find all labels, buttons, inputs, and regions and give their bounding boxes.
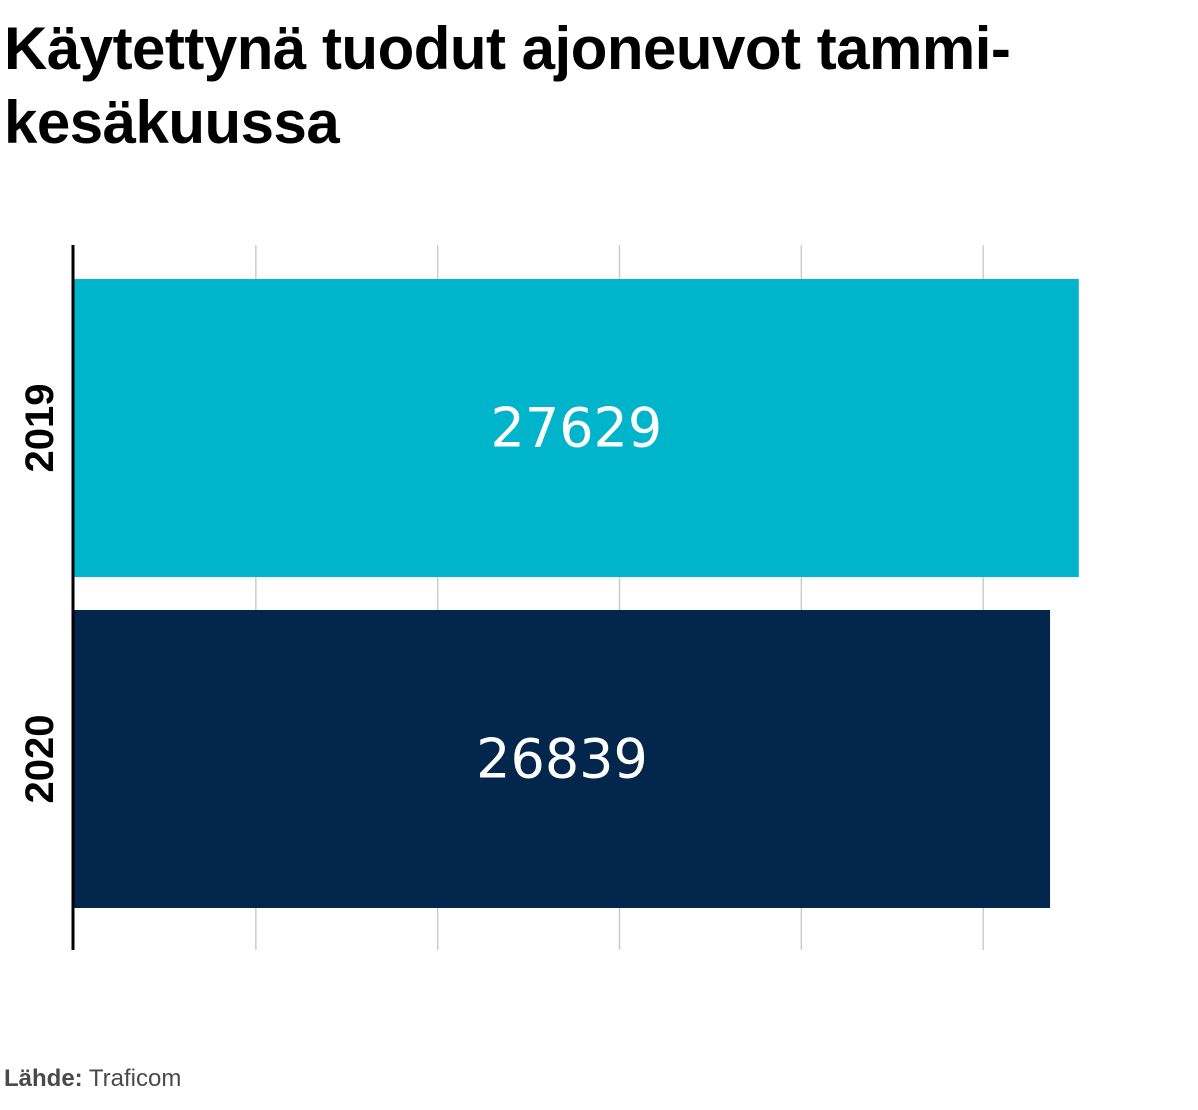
data-label-2020: 26839: [476, 728, 648, 791]
data-label-2019: 27629: [490, 397, 662, 460]
bar-2019: [74, 279, 1079, 577]
bars: [74, 279, 1079, 908]
data-labels: 27629 26839: [476, 397, 662, 791]
chart-title: Käytettynä tuodut ajoneuvot tammi-kesäku…: [4, 15, 1011, 156]
source-value: Traficom: [88, 1065, 182, 1092]
source-note: Lähde: Traficom: [4, 1064, 181, 1094]
category-label-2020: 2020: [18, 715, 62, 804]
category-label-2019: 2019: [18, 384, 62, 473]
bar-2020: [74, 610, 1051, 908]
source-label: Lähde:: [4, 1065, 83, 1092]
category-labels: 2019 2020: [18, 384, 62, 804]
